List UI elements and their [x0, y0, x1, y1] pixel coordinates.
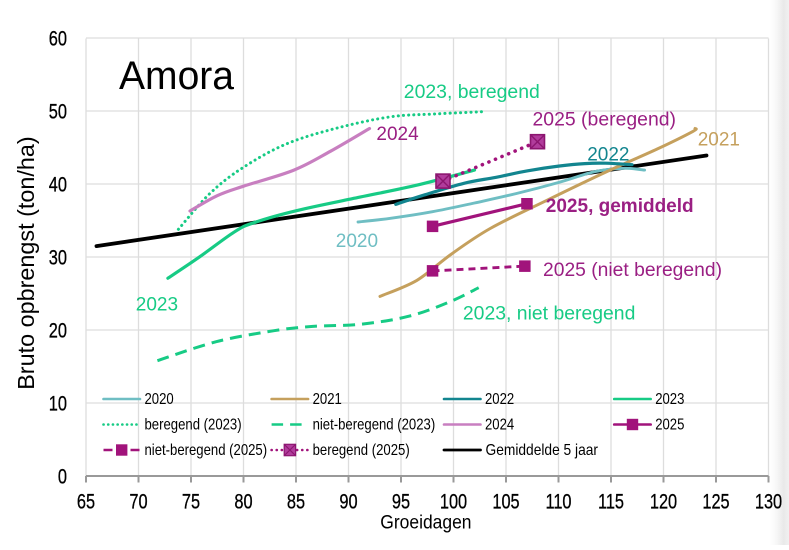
svg-text:niet-beregend (2023): niet-beregend (2023) — [313, 417, 436, 434]
svg-text:2021: 2021 — [313, 391, 342, 408]
svg-text:2025 (beregend): 2025 (beregend) — [533, 110, 677, 131]
svg-text:Groeidagen: Groeidagen — [380, 513, 471, 534]
svg-text:2025: 2025 — [655, 417, 684, 434]
svg-text:Gemiddelde 5 jaar: Gemiddelde 5 jaar — [486, 442, 599, 459]
svg-text:80: 80 — [234, 491, 252, 514]
svg-text:105: 105 — [492, 491, 519, 514]
svg-text:2025, gemiddeld: 2025, gemiddeld — [546, 196, 694, 217]
svg-text:50: 50 — [49, 101, 67, 124]
svg-text:2022: 2022 — [587, 145, 629, 166]
svg-text:2023: 2023 — [655, 391, 684, 408]
svg-text:2022: 2022 — [485, 391, 514, 408]
svg-text:75: 75 — [182, 491, 200, 514]
svg-text:115: 115 — [598, 491, 624, 514]
svg-text:100: 100 — [440, 491, 467, 514]
svg-text:130: 130 — [755, 491, 782, 514]
svg-text:40: 40 — [49, 174, 67, 197]
svg-text:Amora: Amora — [119, 54, 235, 98]
svg-text:2023: 2023 — [136, 295, 178, 316]
svg-text:110: 110 — [545, 491, 571, 514]
svg-text:Bruto opbrengst (ton/ha): Bruto opbrengst (ton/ha) — [13, 136, 39, 390]
svg-text:2023, niet beregend: 2023, niet beregend — [463, 304, 636, 325]
svg-text:65: 65 — [77, 491, 95, 514]
svg-text:beregend (2025): beregend (2025) — [313, 442, 410, 459]
svg-text:60: 60 — [49, 28, 67, 51]
svg-text:2024: 2024 — [376, 124, 419, 145]
svg-text:2020: 2020 — [336, 231, 378, 252]
svg-text:niet-beregend (2025): niet-beregend (2025) — [145, 442, 268, 459]
svg-text:125: 125 — [702, 491, 729, 514]
svg-text:30: 30 — [49, 247, 67, 270]
svg-text:85: 85 — [287, 491, 305, 514]
svg-text:120: 120 — [650, 491, 677, 514]
svg-text:2021: 2021 — [698, 130, 740, 151]
svg-text:90: 90 — [339, 491, 357, 514]
svg-text:2020: 2020 — [145, 391, 174, 408]
svg-text:70: 70 — [129, 491, 147, 514]
svg-text:95: 95 — [392, 491, 410, 514]
svg-text:beregend (2023): beregend (2023) — [145, 417, 242, 434]
svg-text:2024: 2024 — [485, 417, 514, 434]
svg-text:2025 (niet beregend): 2025 (niet beregend) — [543, 260, 722, 281]
svg-text:10: 10 — [49, 393, 67, 416]
svg-text:2023, beregend: 2023, beregend — [404, 82, 540, 103]
svg-text:20: 20 — [49, 320, 67, 343]
svg-text:0: 0 — [58, 466, 67, 489]
